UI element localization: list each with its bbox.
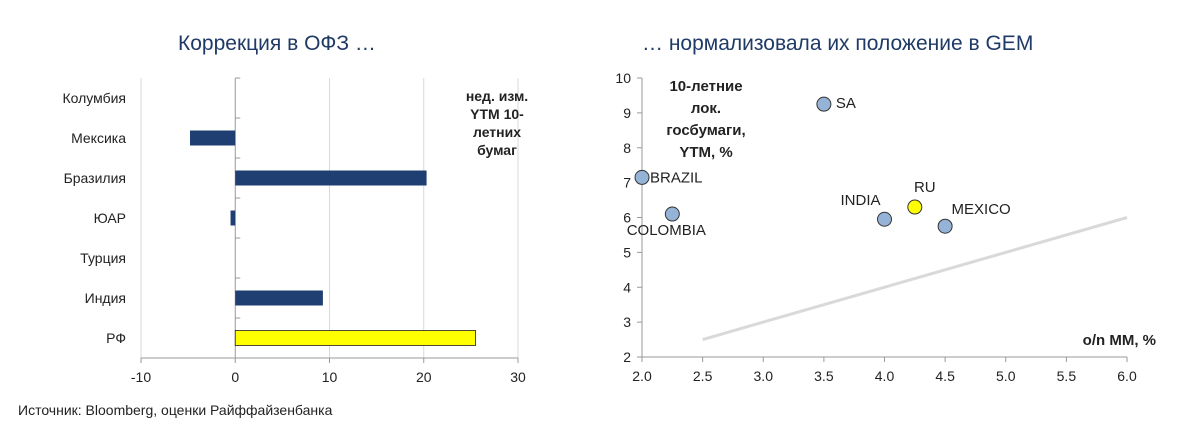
x-tick-label: -10 [131,369,151,385]
source-note: Источник: Bloomberg, оценки Райффайзенба… [18,402,333,418]
data-point [634,169,650,185]
right-chart-title: … нормализовала их положение в GEM [642,32,1034,55]
x-tick-label: 2.0 [632,368,652,384]
data-point [816,96,832,112]
point-label: RU [914,179,936,196]
category-label: Турция [80,250,126,266]
x-tick-label: 30 [510,369,526,385]
point-label: COLOMBIA [627,222,706,239]
category-label: ЮАР [94,210,126,226]
category-label: Мексика [71,130,126,146]
scatter-chart: 2 3 4 5 6 7 8 9 10 2.0 2.5 3.0 3.5 4.0 4.5 5.0 5.5 6.0 10-… [615,70,1156,384]
x-tick-label: 20 [416,369,432,385]
point-label: INDIA [840,192,880,209]
left-chart-title: Коррекция в ОФЗ … [178,32,376,55]
y-tick-label: 7 [623,175,631,191]
bar [230,210,236,226]
x-tick-label: 4.0 [875,368,895,384]
category-label: Индия [85,290,126,306]
y-tick-label: 8 [623,140,631,156]
category-label: Колумбия [62,90,126,106]
x-axis-label: o/n MM, % [1083,332,1156,349]
x-tick-label: 5.5 [1057,368,1077,384]
y-tick-label: 4 [623,279,631,295]
bar [235,170,427,186]
point-label: SA [836,95,856,112]
data-point [907,199,923,215]
x-tick-label: 10 [322,369,338,385]
y-tick-label: 9 [623,105,631,121]
y-tick-label: 5 [623,244,631,260]
point-label: MEXICO [952,201,1011,218]
y-tick-label: 10 [615,70,631,86]
x-tick-label: 2.5 [693,368,713,384]
bar [190,130,236,146]
trend-line [702,216,1128,342]
y-tick-label: 6 [623,210,631,226]
x-tick-label: 3.5 [814,368,834,384]
data-point [877,211,892,227]
y-axis-label: 10-летние лок. госбумаги, YTM, % [666,78,745,161]
data-point [664,206,680,222]
bar [234,330,476,346]
x-tick-label: 5.0 [996,368,1016,384]
category-label: РФ [106,330,126,346]
point-label: BRAZIL [650,169,703,186]
legend-text: нед. изм. YTM 10-летних бумаг [466,88,528,158]
bar [235,290,323,306]
x-tick-label: 4.5 [935,368,955,384]
data-point [937,218,953,234]
y-tick-label: 2 [623,349,631,365]
x-tick-label: 6.0 [1117,368,1137,384]
category-label: Бразилия [64,170,126,186]
bar-chart: -10 0 10 20 30 Колумбия Мексика Бразилия ЮАР Турц… [62,77,528,385]
x-tick-label: 0 [231,369,239,385]
y-tick-label: 3 [623,314,631,330]
x-tick-label: 3.0 [754,368,774,384]
